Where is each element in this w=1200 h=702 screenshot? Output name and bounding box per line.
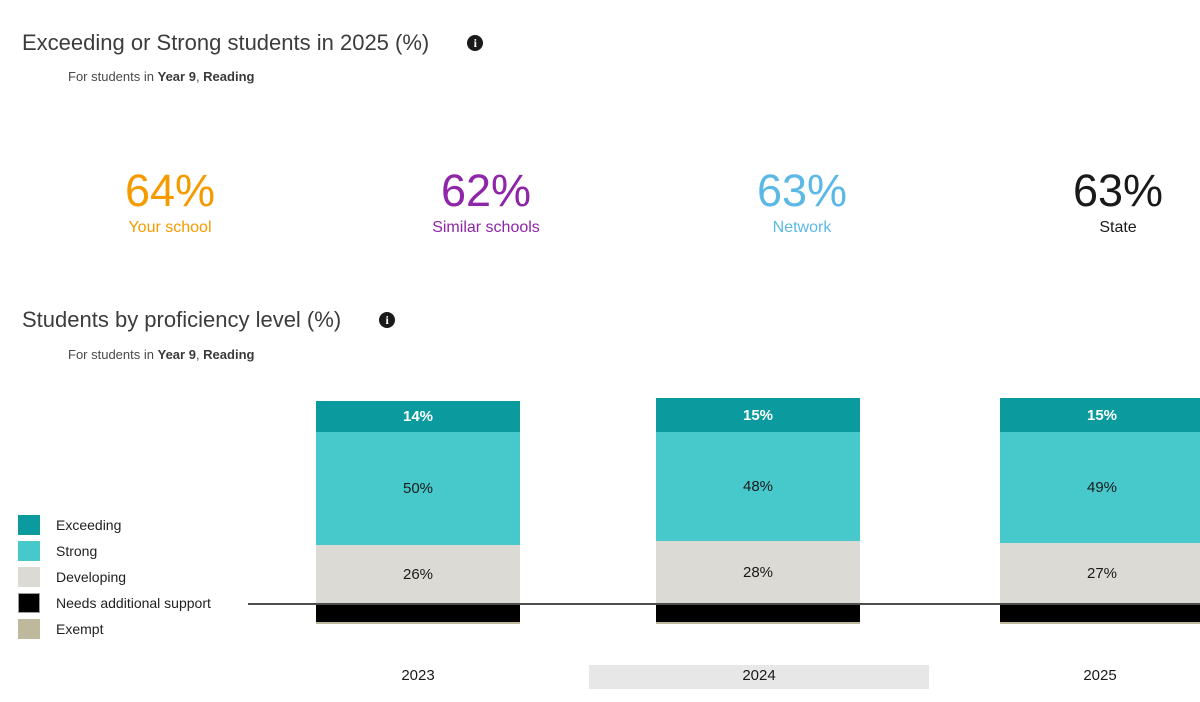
legend-item-exceeding: Exceeding bbox=[18, 512, 211, 538]
subtitle-subject: Reading bbox=[203, 347, 255, 362]
stat-label: Your school bbox=[128, 219, 212, 236]
legend-item-strong: Strong bbox=[18, 538, 211, 564]
legend-label: Developing bbox=[56, 569, 127, 585]
legend-label: Strong bbox=[56, 543, 98, 559]
chart-legend: Exceeding Strong Developing Needs additi… bbox=[18, 512, 211, 642]
legend-swatch-developing bbox=[18, 567, 40, 587]
year-highlight-2024 bbox=[589, 665, 929, 689]
segment-value-label: 48% bbox=[742, 477, 774, 495]
segment-value-label: 50% bbox=[402, 480, 434, 498]
segment-strong-2023[interactable]: 50% bbox=[316, 432, 520, 546]
subtitle-subject: Reading bbox=[203, 69, 255, 84]
segment-value-label: 49% bbox=[1086, 479, 1118, 497]
subtitle-separator: , bbox=[195, 347, 204, 362]
segment-developing-2023[interactable]: 26% bbox=[316, 545, 520, 604]
segment-exempt-2025[interactable] bbox=[1000, 622, 1200, 625]
stat-label: Similar schools bbox=[432, 219, 540, 236]
chart-baseline bbox=[248, 603, 1200, 605]
kpi-stats-row: 64% Your school 62% Similar schools 63% … bbox=[0, 168, 1200, 253]
segment-exceeding-2025[interactable]: 15% bbox=[1000, 398, 1200, 433]
subtitle-prefix: For students in bbox=[68, 69, 158, 84]
segment-needs-additional-support-2023[interactable] bbox=[316, 603, 520, 623]
proficiency-section-header: Students by proficiency level (%) i bbox=[22, 307, 396, 333]
segment-exceeding-2023[interactable]: 14% bbox=[316, 400, 520, 433]
summary-section-header: Exceeding or Strong students in 2025 (%)… bbox=[22, 30, 484, 56]
segment-needs-additional-support-2025[interactable] bbox=[1000, 603, 1200, 623]
segment-value-label: 15% bbox=[1086, 406, 1118, 424]
info-icon[interactable]: i bbox=[467, 35, 484, 51]
stat-state: 63% State bbox=[1073, 168, 1163, 237]
segment-needs-additional-support-2024[interactable] bbox=[656, 603, 860, 623]
segment-exempt-2024[interactable] bbox=[656, 622, 860, 625]
segment-strong-2024[interactable]: 48% bbox=[656, 432, 860, 541]
stat-value: 63% bbox=[1072, 165, 1164, 216]
stat-similar-schools: 62% Similar schools bbox=[432, 168, 540, 237]
legend-swatch-strong bbox=[18, 541, 40, 561]
proficiency-chart: Exceeding Strong Developing Needs additi… bbox=[0, 380, 1200, 702]
segment-developing-2024[interactable]: 28% bbox=[656, 540, 860, 604]
stacked-bar-2025[interactable]: 15% 49% 27% bbox=[1000, 398, 1200, 625]
stat-label: State bbox=[1099, 219, 1137, 236]
legend-swatch-needs-additional-support bbox=[18, 593, 40, 613]
year-label-2023[interactable]: 2023 bbox=[401, 667, 435, 684]
subtitle-separator: , bbox=[195, 69, 204, 84]
legend-swatch-exceeding bbox=[18, 515, 40, 535]
segment-value-label: 28% bbox=[742, 563, 774, 581]
segment-exceeding-2024[interactable]: 15% bbox=[656, 398, 860, 433]
legend-item-exempt: Exempt bbox=[18, 616, 211, 642]
segment-exempt-2023[interactable] bbox=[316, 622, 520, 625]
stat-your-school: 64% Your school bbox=[125, 168, 215, 237]
segment-strong-2025[interactable]: 49% bbox=[1000, 432, 1200, 543]
stat-network: 63% Network bbox=[757, 168, 847, 237]
segment-value-label: 15% bbox=[742, 406, 774, 424]
stat-value: 64% bbox=[124, 165, 216, 216]
proficiency-title: Students by proficiency level (%) bbox=[22, 307, 342, 332]
info-icon[interactable]: i bbox=[379, 312, 396, 328]
legend-item-needs-additional-support: Needs additional support bbox=[18, 590, 211, 616]
subtitle-year: Year 9 bbox=[157, 69, 196, 84]
year-label-2024[interactable]: 2024 bbox=[742, 667, 776, 684]
stat-value: 62% bbox=[440, 165, 532, 216]
legend-label: Exempt bbox=[56, 621, 104, 637]
stat-value: 63% bbox=[756, 165, 848, 216]
subtitle-year: Year 9 bbox=[157, 347, 196, 362]
subtitle-prefix: For students in bbox=[68, 347, 158, 362]
year-label-2025[interactable]: 2025 bbox=[1083, 667, 1117, 684]
segment-value-label: 26% bbox=[402, 566, 434, 584]
legend-item-developing: Developing bbox=[18, 564, 211, 590]
stacked-bar-2024[interactable]: 15% 48% 28% bbox=[656, 398, 860, 625]
summary-title: Exceeding or Strong students in 2025 (%) bbox=[22, 30, 430, 55]
segment-value-label: 14% bbox=[402, 407, 434, 425]
legend-label: Exceeding bbox=[56, 517, 122, 533]
legend-label: Needs additional support bbox=[56, 595, 211, 611]
summary-subtitle: For students in Year 9, Reading bbox=[68, 69, 254, 84]
segment-value-label: 27% bbox=[1086, 564, 1118, 582]
legend-swatch-exempt bbox=[18, 619, 40, 639]
segment-developing-2025[interactable]: 27% bbox=[1000, 542, 1200, 604]
proficiency-subtitle: For students in Year 9, Reading bbox=[68, 347, 254, 362]
stacked-bar-2023[interactable]: 14% 50% 26% bbox=[316, 400, 520, 625]
stat-label: Network bbox=[772, 219, 832, 236]
